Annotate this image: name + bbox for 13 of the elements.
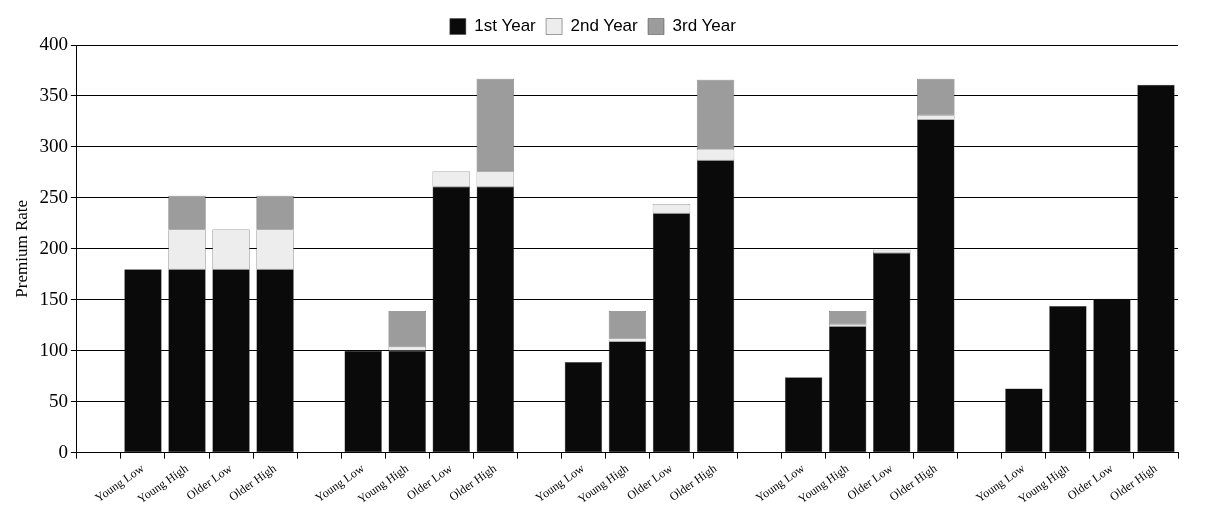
- y-tick-label: 200: [39, 236, 68, 258]
- y-tick-label: 100: [39, 338, 68, 360]
- legend-label: 3rd Year: [672, 16, 737, 36]
- y-tick-label: 50: [48, 389, 68, 411]
- y-axis-title: Premium Rate: [11, 199, 31, 298]
- y-tick-label: 350: [39, 83, 68, 105]
- y-tick-label: 0: [58, 440, 68, 462]
- y-tick-label: 400: [39, 32, 68, 54]
- legend-label: 1st Year: [474, 16, 537, 36]
- legend-label: 2nd Year: [570, 16, 639, 36]
- y-tick-label: 250: [39, 185, 68, 207]
- y-tick-label: 150: [39, 287, 68, 309]
- y-tick-label: 300: [39, 134, 68, 156]
